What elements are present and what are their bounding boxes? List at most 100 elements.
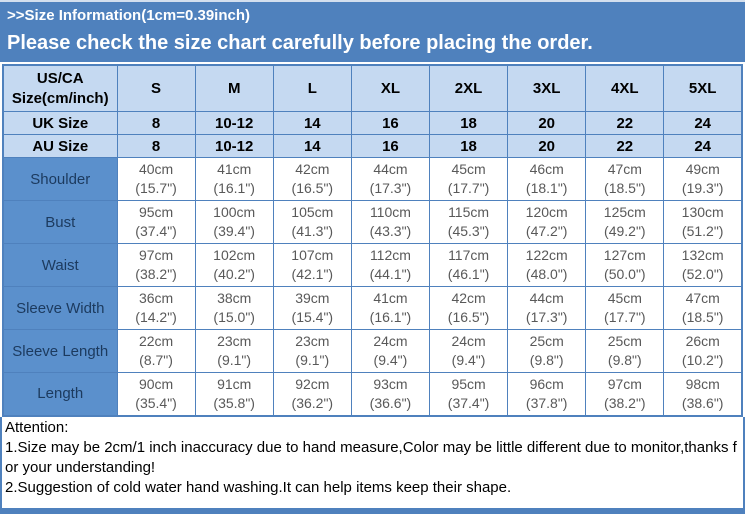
value-cm: 23cm [295, 333, 330, 349]
value-cm: 95cm [451, 375, 486, 392]
measurement-value-cell: 38cm (15.0") [194, 286, 274, 330]
measurement-value-cell: 25cm (9.8") [585, 329, 665, 373]
measurement-value-cell: 132cm (52.0") [663, 243, 743, 287]
value-inch: (46.1") [447, 266, 490, 282]
region-size-value: 22 [585, 134, 665, 158]
value-inch: (16.5") [291, 180, 334, 196]
banner: >>Size Information(1cm=0.39inch) Please … [0, 0, 745, 62]
size-column-header: XL [350, 64, 431, 112]
measurement-value-cell: 44cm (17.3") [507, 286, 587, 330]
measurement-value-cell: 41cm (16.1") [194, 157, 274, 201]
value-inch: (35.8") [213, 394, 255, 411]
value-cm: 23cm [217, 333, 252, 349]
value-cm: 110cm [369, 204, 411, 220]
region-size-value: 20 [507, 111, 587, 135]
value-inch: (37.8") [525, 394, 568, 411]
value-cm: 44cm [373, 161, 408, 177]
value-inch: (38.6") [681, 394, 724, 411]
value-inch: (17.7") [604, 309, 646, 325]
measurement-value-cell: 117cm (46.1") [428, 243, 509, 287]
measurement-value-cell: 90cm (35.4") [116, 372, 196, 416]
region-size-value: 8 [116, 134, 196, 158]
measurement-value-cell: 42cm (16.5") [428, 286, 509, 330]
value-inch: (15.4") [291, 309, 334, 325]
measurement-value-cell: 42cm (16.5") [272, 157, 352, 201]
value-cm: 45cm [451, 161, 486, 177]
measurement-value-cell: 96cm (37.8") [507, 372, 587, 416]
value-inch: (48.0") [525, 266, 568, 282]
value-cm: 24cm [451, 333, 486, 349]
value-inch: (44.1") [369, 266, 412, 282]
measurement-value-cell: 92cm (36.2") [272, 372, 352, 416]
measurement-value-cell: 45cm (17.7") [585, 286, 665, 330]
measurement-value-cell: 91cm (35.8") [194, 372, 274, 416]
value-cm: 46cm [529, 161, 564, 177]
value-cm: 93cm [373, 375, 408, 392]
value-inch: (51.2") [681, 223, 724, 239]
measurement-value-cell: 112cm (44.1") [350, 243, 431, 287]
measurement-label: Shoulder [2, 157, 118, 201]
value-inch: (38.2") [604, 394, 646, 411]
size-column-header: 5XL [663, 64, 743, 112]
uk-size-row: UK Size 8 10-12 14 16 18 20 22 24 [2, 111, 743, 135]
value-cm: 117cm [448, 247, 490, 263]
value-cm: 47cm [607, 161, 642, 177]
region-size-value: 20 [507, 134, 587, 158]
region-size-value: 8 [116, 111, 196, 135]
region-size-value: 18 [428, 134, 509, 158]
region-size-value: 10-12 [194, 111, 274, 135]
value-cm: 97cm [138, 247, 174, 263]
measurement-value-cell: 47cm (18.5") [663, 286, 743, 330]
size-column-header: M [194, 64, 274, 112]
measurement-value-cell: 40cm (15.7") [116, 157, 196, 201]
measurement-value-cell: 122cm (48.0") [507, 243, 587, 287]
value-cm: 107cm [291, 247, 334, 263]
measurement-value-cell: 26cm (10.2") [663, 329, 743, 373]
size-column-header: 4XL [585, 64, 665, 112]
value-inch: (18.1") [525, 180, 568, 196]
value-cm: 40cm [138, 161, 174, 177]
measurement-value-cell: 93cm (36.6") [350, 372, 431, 416]
measurement-row: Bust 95cm (37.4") 100cm (39.4") 105cm (41.3") 1… [2, 200, 743, 244]
value-inch: (35.4") [135, 394, 177, 411]
measurement-value-cell: 36cm (14.2") [116, 286, 196, 330]
region-size-value: 14 [272, 134, 352, 158]
measurement-value-cell: 44cm (17.3") [350, 157, 431, 201]
value-cm: 120cm [525, 204, 568, 220]
value-cm: 100cm [213, 204, 256, 220]
measurement-row: Shoulder 40cm (15.7") 41cm (16.1") 42cm (16.5"… [2, 157, 743, 201]
size-column-header: L [272, 64, 352, 112]
measurement-label: Waist [2, 243, 118, 287]
value-inch: (8.7") [139, 352, 173, 368]
value-cm: 42cm [295, 161, 330, 177]
value-cm: 95cm [138, 204, 174, 220]
value-inch: (52.0") [681, 266, 724, 282]
measurement-label: Length [2, 372, 118, 416]
size-header-row: US/CA Size(cm/inch) S M L XL 2XL 3XL 4XL 5XL [2, 64, 743, 112]
value-inch: (17.3") [369, 180, 412, 196]
measurement-row: Waist 97cm (38.2") 102cm (40.2") 107cm (42.1")… [2, 243, 743, 287]
value-inch: (9.4") [451, 352, 486, 368]
measurement-value-cell: 41cm (16.1") [350, 286, 431, 330]
value-inch: (49.2") [604, 223, 646, 239]
measurement-label: Bust [2, 200, 118, 244]
value-cm: 91cm [217, 375, 252, 392]
measurement-value-cell: 95cm (37.4") [116, 200, 196, 244]
value-inch: (16.1") [369, 309, 412, 325]
value-inch: (9.8") [529, 352, 564, 368]
value-cm: 38cm [217, 290, 252, 306]
us-ca-size-header: US/CA Size(cm/inch) [2, 64, 118, 112]
value-cm: 44cm [529, 290, 564, 306]
value-cm: 25cm [607, 333, 642, 349]
value-cm: 92cm [295, 375, 330, 392]
value-cm: 122cm [525, 247, 568, 263]
value-inch: (17.3") [525, 309, 568, 325]
region-size-label: AU Size [2, 134, 118, 158]
value-cm: 47cm [685, 290, 720, 306]
measurement-value-cell: 24cm (9.4") [428, 329, 509, 373]
value-inch: (15.7") [135, 180, 177, 196]
value-inch: (45.3") [447, 223, 490, 239]
value-cm: 97cm [607, 375, 642, 392]
region-size-value: 18 [428, 111, 509, 135]
measurement-value-cell: 125cm (49.2") [585, 200, 665, 244]
